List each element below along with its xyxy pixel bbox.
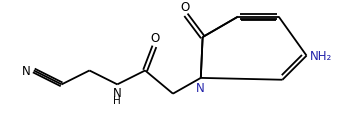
Text: N: N bbox=[113, 86, 122, 99]
Text: N: N bbox=[22, 64, 31, 77]
Text: O: O bbox=[151, 32, 160, 45]
Text: N: N bbox=[196, 81, 204, 94]
Text: O: O bbox=[180, 1, 190, 14]
Text: NH₂: NH₂ bbox=[310, 50, 332, 63]
Text: H: H bbox=[114, 95, 121, 105]
